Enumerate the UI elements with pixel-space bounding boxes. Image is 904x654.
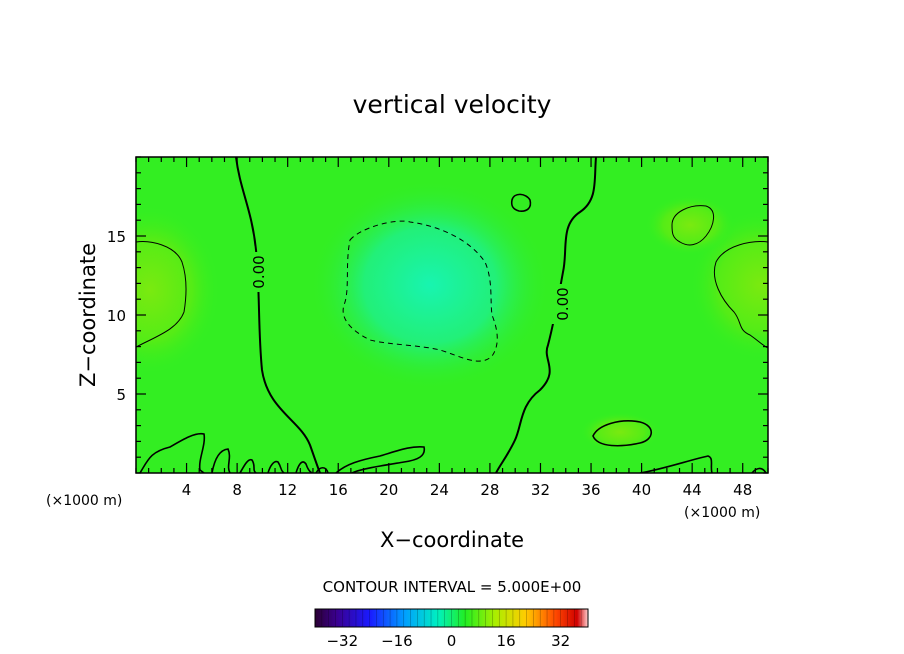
colorbar-tick-label: −32	[326, 632, 358, 650]
colorbar-tick-labels: −32 −16 0 16 32	[326, 632, 570, 650]
x-tick-label: 12	[278, 481, 297, 499]
svg-text:0.00: 0.00	[250, 255, 268, 288]
positive-contour-upper-right	[671, 205, 714, 246]
x-tick-label: 32	[531, 481, 550, 499]
x-tick-label: 4	[182, 481, 192, 499]
x-tick-label: 8	[232, 481, 242, 499]
y-tick-label: 5	[116, 386, 126, 404]
plot-area: 0.00 0.00	[136, 157, 768, 473]
x-tick-label: 36	[581, 481, 600, 499]
x-tick-label: 24	[430, 481, 449, 499]
y-tick-label: 10	[107, 307, 126, 325]
contour-bottom-right-blob	[592, 420, 653, 447]
negative-contour	[342, 220, 498, 362]
downdraft-shading	[310, 180, 550, 390]
svg-text:0.00: 0.00	[554, 287, 572, 320]
updraft-upper-right-shading	[645, 195, 735, 255]
colorbar: −32 −16 0 16 32	[314, 608, 589, 650]
x-unit-right: (×1000 m)	[684, 505, 760, 521]
contour-interval-text: CONTOUR INTERVAL = 5.000E+00	[323, 578, 582, 596]
chart-title: vertical velocity	[353, 90, 552, 119]
x-tick-label: 16	[329, 481, 348, 499]
updraft-left-shading	[136, 205, 220, 375]
x-unit-left: (×1000 m)	[46, 493, 122, 509]
y-tick-label: 15	[107, 228, 126, 246]
x-axis-label: X−coordinate	[380, 528, 524, 552]
x-tick-label: 40	[632, 481, 651, 499]
zero-contour-left	[235, 157, 321, 473]
colorbar-strip	[314, 608, 589, 628]
y-axis-label: Z−coordinate	[76, 243, 100, 387]
positive-contour-small-top	[510, 193, 532, 212]
x-tick-label: 28	[480, 481, 499, 499]
x-tick-labels: 4 8 12 16 20 24 28 32 36 40 44 48	[182, 481, 752, 499]
x-tick-label: 20	[379, 481, 398, 499]
y-tick-labels: 5 10 15	[107, 228, 126, 404]
x-tick-label: 44	[683, 481, 702, 499]
zero-contour-right	[495, 157, 597, 473]
positive-contour-left	[136, 241, 187, 348]
boundary-contours	[139, 432, 767, 473]
colorbar-tick-label: 16	[497, 632, 516, 650]
contour-label-left: 0.00	[248, 252, 268, 292]
colorbar-segments	[314, 609, 589, 627]
x-tick-label: 48	[733, 481, 752, 499]
positive-contour-right	[714, 241, 768, 349]
axis-ticks	[135, 156, 769, 474]
colorbar-tick-label: 32	[551, 632, 570, 650]
colorbar-tick-label: 0	[447, 632, 457, 650]
colorbar-tick-label: −16	[381, 632, 413, 650]
contour-label-right: 0.00	[552, 284, 572, 324]
